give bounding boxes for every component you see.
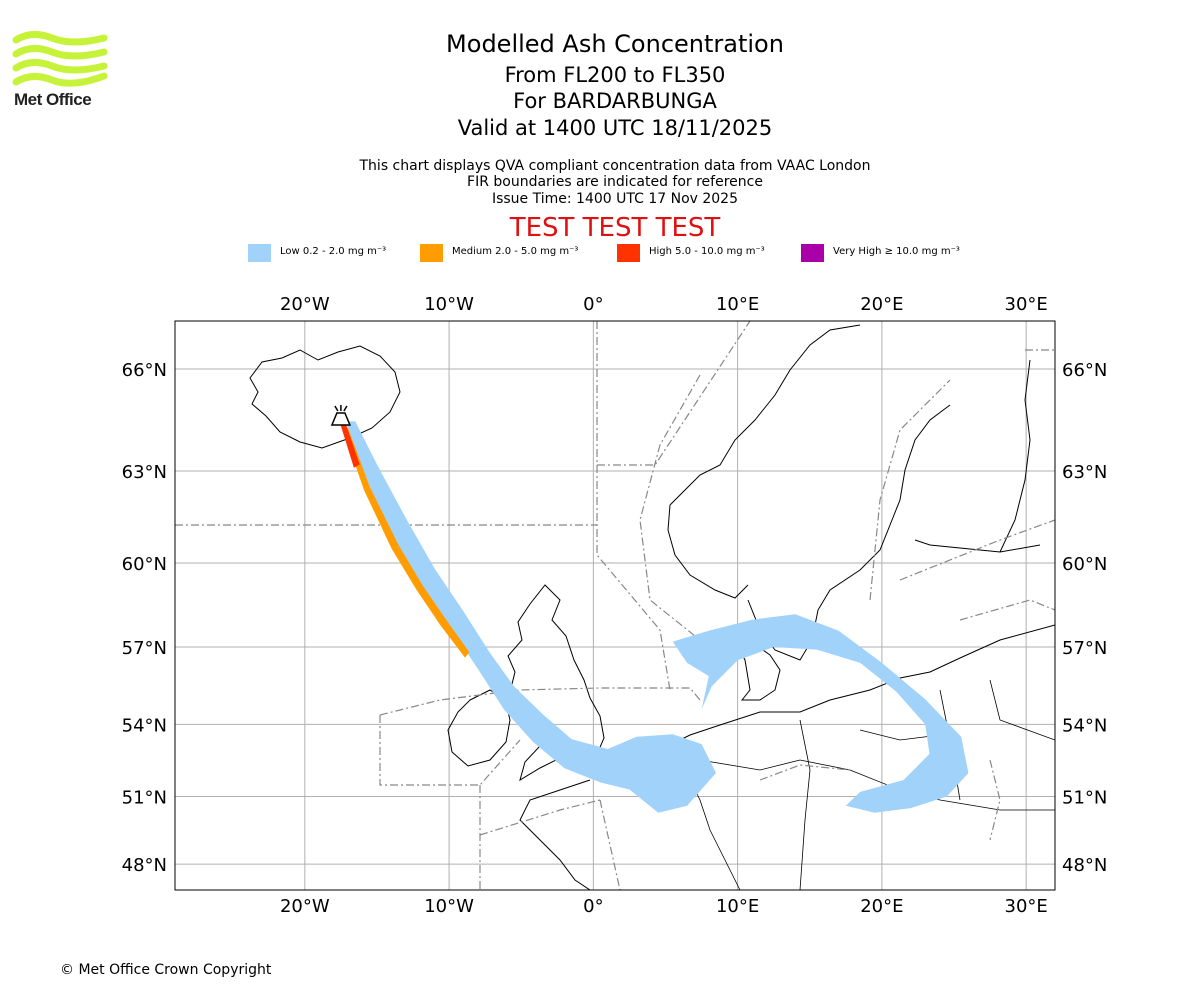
sweden-coast bbox=[747, 404, 951, 661]
issue-time: Issue Time: 1400 UTC 17 Nov 2025 bbox=[491, 191, 739, 207]
graticule bbox=[175, 321, 1055, 890]
great-britain-coast bbox=[507, 584, 605, 782]
lat-tick-label-left: 60°N bbox=[122, 554, 167, 575]
lat-tick-label-right: 60°N bbox=[1062, 554, 1107, 575]
map-content bbox=[175, 321, 1055, 890]
lat-tick-label-right: 63°N bbox=[1062, 462, 1107, 483]
ash-high-concentration bbox=[339, 418, 360, 468]
test-banner: TEST TEST TEST bbox=[509, 213, 721, 243]
map-frame bbox=[174, 320, 1056, 891]
lon-tick-label-top: 10°W bbox=[424, 294, 474, 315]
ash-low-concentration-europe bbox=[672, 614, 969, 813]
france-coast bbox=[519, 779, 591, 890]
fir-boundaries bbox=[175, 321, 1055, 890]
lat-tick-label-left: 48°N bbox=[122, 855, 167, 876]
legend-swatch-very-high bbox=[801, 244, 824, 262]
lat-tick-label-right: 57°N bbox=[1062, 638, 1107, 659]
lat-tick-label-right: 66°N bbox=[1062, 360, 1107, 381]
legend-label-high: High 5.0 - 10.0 mg m⁻³ bbox=[649, 246, 765, 257]
lon-tick-label-top: 20°E bbox=[860, 294, 903, 315]
coastlines bbox=[249, 324, 1055, 890]
legend-label-low: Low 0.2 - 2.0 mg m⁻³ bbox=[280, 246, 387, 257]
norway-coast bbox=[667, 324, 861, 599]
lat-tick-label-left: 57°N bbox=[122, 638, 167, 659]
lat-tick-label-right: 48°N bbox=[1062, 855, 1107, 876]
chart-title: Modelled Ash Concentration bbox=[446, 30, 784, 58]
met-office-logo: Met Office bbox=[12, 30, 112, 114]
lon-tick-label-bottom: 20°W bbox=[280, 896, 330, 917]
volcano-icon bbox=[330, 405, 352, 426]
met-office-wave-icon bbox=[12, 31, 108, 87]
info-line-2: FIR boundaries are indicated for referen… bbox=[467, 174, 763, 190]
lon-tick-label-bottom: 20°E bbox=[860, 896, 903, 917]
lat-tick-label-right: 51°N bbox=[1062, 788, 1107, 809]
lon-tick-label-bottom: 30°E bbox=[1005, 896, 1048, 917]
legend-swatch-medium bbox=[420, 244, 443, 262]
info-line-1: This chart displays QVA compliant concen… bbox=[359, 158, 871, 174]
denmark-coast bbox=[734, 639, 781, 701]
iceland-coast bbox=[249, 345, 401, 449]
volcano-subtitle: For BARDARBUNGA bbox=[513, 89, 717, 113]
ash-medium-concentration bbox=[343, 428, 470, 658]
ash-layers bbox=[339, 418, 969, 813]
lat-tick-label-left: 63°N bbox=[122, 462, 167, 483]
lon-tick-label-bottom: 0° bbox=[583, 896, 603, 917]
lat-tick-label-left: 51°N bbox=[122, 788, 167, 809]
logo-text: Met Office bbox=[14, 90, 92, 109]
lon-tick-label-bottom: 10°W bbox=[424, 896, 474, 917]
legend-swatch-high bbox=[617, 244, 640, 262]
lon-tick-label-bottom: 10°E bbox=[716, 896, 759, 917]
land-borders bbox=[689, 679, 1055, 890]
lat-tick-label-left: 66°N bbox=[122, 360, 167, 381]
flight-level-subtitle: From FL200 to FL350 bbox=[504, 63, 726, 87]
finland-coast bbox=[914, 359, 1041, 553]
valid-time-subtitle: Valid at 1400 UTC 18/11/2025 bbox=[457, 116, 773, 140]
lat-tick-label-left: 54°N bbox=[122, 715, 167, 736]
copyright: © Met Office Crown Copyright bbox=[60, 962, 272, 978]
legend-label-medium: Medium 2.0 - 5.0 mg m⁻³ bbox=[452, 246, 579, 257]
axis-tick-labels: 20°W 20°W 10°W 10°W 0° 0° 10°E 10°E 20°E 20°E 30°E… bbox=[122, 294, 1108, 917]
ash-low-concentration bbox=[345, 421, 716, 813]
legend-label-very-high: Very High ≥ 10.0 mg m⁻³ bbox=[833, 246, 960, 257]
lon-tick-label-top: 10°E bbox=[716, 294, 759, 315]
legend-swatch-low bbox=[248, 244, 271, 262]
lon-tick-label-top: 30°E bbox=[1005, 294, 1048, 315]
lon-tick-label-top: 20°W bbox=[280, 294, 330, 315]
lon-tick-label-top: 0° bbox=[583, 294, 603, 315]
lat-tick-label-right: 54°N bbox=[1062, 715, 1107, 736]
